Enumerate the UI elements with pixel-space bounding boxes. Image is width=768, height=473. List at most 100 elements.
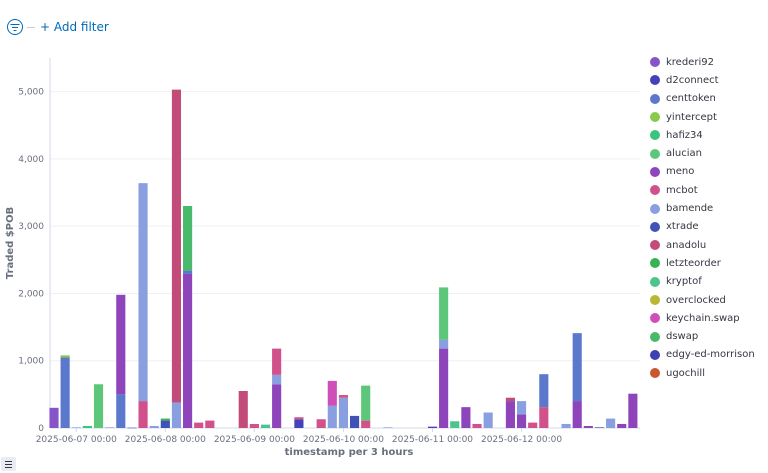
bar-segment-bamende [71, 427, 81, 428]
x-tick-label: 2025-06-07 00:00 [36, 435, 117, 445]
bar-segment-mcbot [472, 423, 482, 428]
bar-segment-centtoken [116, 394, 126, 428]
bar-segment-bamende [105, 427, 115, 428]
x-tick-label: 2025-06-11 00:00 [392, 435, 473, 445]
legend-label: dswap [666, 331, 699, 343]
y-tick-label: 5,000 [18, 88, 44, 98]
legend-swatch [650, 57, 660, 68]
legend-item[interactable]: bamende [650, 199, 765, 217]
legend-swatch [650, 112, 660, 123]
bar-segment-bamende [327, 405, 337, 428]
bar-segment-bamende [138, 183, 148, 402]
legend-item[interactable]: d2connect [650, 71, 765, 89]
bar-segment-d2connect [294, 419, 304, 428]
legend-item[interactable]: dswap [650, 327, 765, 345]
legend-item[interactable]: yintercept [650, 108, 765, 126]
legend-swatch [650, 185, 660, 196]
bar-segment-alucian [439, 287, 449, 340]
bar-segment-centtoken [539, 374, 549, 408]
legend-item[interactable]: letzteorder [650, 254, 765, 272]
bar-segment-bamende [516, 401, 527, 415]
legend-swatch [650, 203, 660, 214]
add-filter-button[interactable]: + Add filter [40, 20, 109, 34]
bar-segment-meno [516, 414, 527, 428]
legend-swatch [650, 331, 660, 342]
legend-item[interactable]: keychain.swap [650, 309, 765, 327]
bar-segment-bamende [272, 374, 282, 385]
list-icon[interactable] [1, 457, 16, 471]
legend-label: overclocked [666, 294, 726, 306]
legend-item[interactable]: overclocked [650, 291, 765, 309]
bar-segment-centtoken [183, 270, 193, 274]
bar-segment-meno [461, 407, 471, 428]
legend-item[interactable]: anadolu [650, 236, 765, 254]
bar-segment-xtrade [160, 420, 170, 428]
bar-segment-anadolu [505, 397, 515, 402]
legend-label: anadolu [666, 239, 707, 251]
legend-swatch [650, 349, 660, 360]
legend-label: hafiz34 [666, 129, 703, 141]
bar-segment-bamende [149, 425, 159, 428]
x-axis-title: timestamp per 3 hours [285, 447, 414, 458]
legend-item[interactable]: centtoken [650, 90, 765, 108]
bar-segment-alucian [93, 384, 104, 428]
bar-segment-mcbot [338, 395, 348, 398]
y-tick-label: 2,000 [18, 289, 44, 299]
bar-segment-yintercept [60, 355, 70, 358]
legend-label: mcbot [666, 184, 698, 196]
bar-segment-bamende [606, 418, 616, 428]
x-tick-label: 2025-06-09 00:00 [214, 435, 295, 445]
bar-segment-mcbot [294, 417, 304, 420]
legend-swatch [650, 221, 660, 232]
legend-item[interactable]: hafiz34 [650, 126, 765, 144]
bar-segment-anadolu [238, 391, 248, 428]
bar-segment-xtrade [350, 415, 360, 428]
y-tick-label: 0 [38, 424, 44, 434]
legend-swatch [650, 166, 660, 177]
legend-item[interactable]: edgy-ed-morrison [650, 346, 765, 364]
bar-segment-bamende [439, 339, 449, 349]
legend-label: centtoken [666, 93, 716, 105]
bar-segment-bamende [561, 423, 571, 428]
x-tick-label: 2025-06-08 00:00 [125, 435, 206, 445]
bar-segment-mcbot [194, 422, 204, 428]
y-tick-label: 1,000 [18, 357, 44, 367]
bar-segment-d2connect [427, 426, 438, 428]
bar-segment-keychain.swap [327, 380, 337, 406]
legend-label: d2connect [666, 74, 719, 86]
x-tick-label: 2025-06-10 00:00 [303, 435, 384, 445]
bar-segment-mcbot [249, 423, 259, 428]
legend-swatch [650, 368, 660, 379]
filter-separator [27, 27, 35, 28]
bar-segment-meno [572, 401, 582, 428]
bar-segment-centtoken [60, 357, 70, 428]
bar-segment-meno [439, 348, 449, 428]
bar-segment-mcbot [205, 420, 215, 428]
legend-swatch [650, 295, 660, 305]
legend-swatch [650, 130, 660, 141]
legend-item[interactable]: alucian [650, 144, 765, 162]
legend-label: xtrade [666, 221, 699, 233]
legend-label: keychain.swap [666, 312, 740, 324]
legend-label: kryptof [666, 276, 702, 288]
bar-segment-mcbot [138, 401, 148, 428]
legend-label: edgy-ed-morrison [666, 349, 755, 361]
legend-item[interactable]: mcbot [650, 181, 765, 199]
legend-item[interactable]: ugochill [650, 364, 765, 382]
legend-item[interactable]: krederi92 [650, 53, 765, 71]
filter-icon[interactable] [7, 19, 23, 35]
bar-segment-meno [628, 393, 638, 428]
bar-segment-bamende [338, 397, 348, 428]
bar-segment-bamende [383, 427, 393, 428]
chart-plot: 0 1,000 2,000 3,000 4,000 5,000 2025-06-07 00:… [5, 58, 640, 458]
y-tick-label: 3,000 [18, 222, 44, 232]
legend-label: bamende [666, 203, 714, 215]
legend-item[interactable]: xtrade [650, 218, 765, 236]
legend-label: alucian [666, 148, 702, 160]
filter-bar: + Add filter [0, 0, 768, 50]
bar-segment-letzteorder [160, 418, 170, 421]
legend-label: ugochill [666, 367, 705, 379]
bar-segment-meno [116, 294, 126, 395]
legend-item[interactable]: kryptof [650, 273, 765, 291]
legend-item[interactable]: meno [650, 163, 765, 181]
